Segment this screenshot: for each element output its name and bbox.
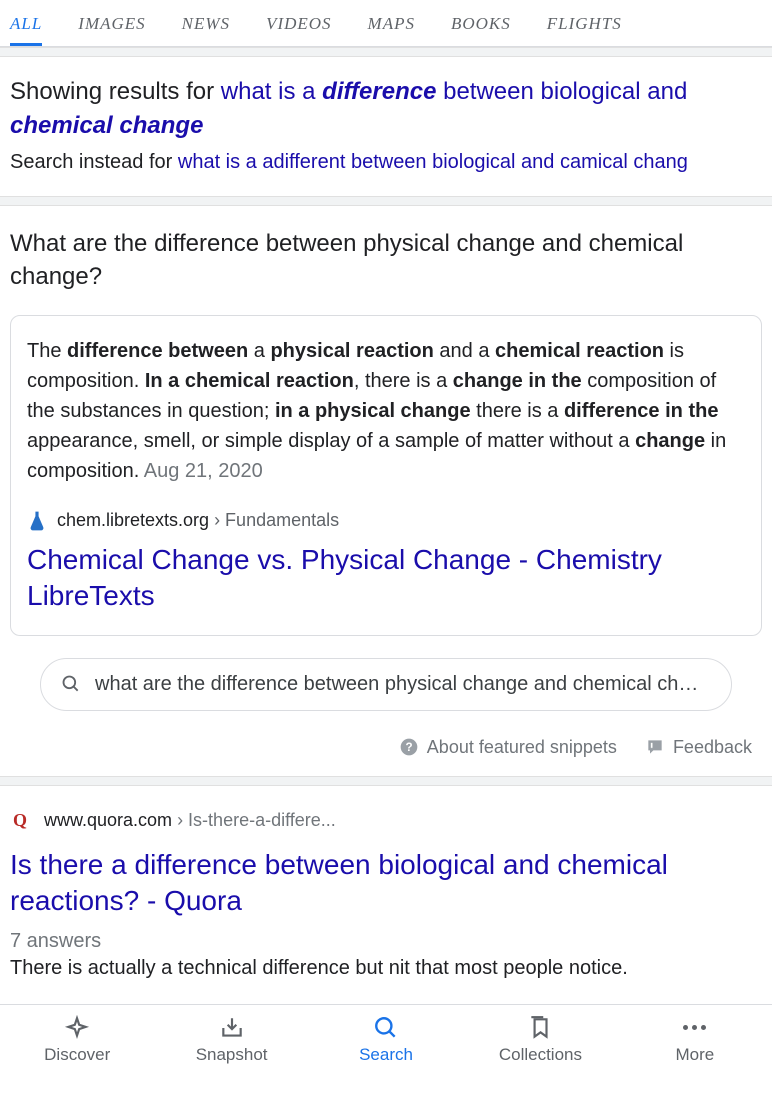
search-result: Q www.quora.com › Is-there-a-differe... … xyxy=(0,786,772,990)
feedback-link[interactable]: Feedback xyxy=(645,737,752,758)
refine-query-text: what are the difference between physical… xyxy=(95,673,698,696)
tab-news[interactable]: NEWS xyxy=(182,0,230,46)
quora-favicon-icon: Q xyxy=(10,810,30,830)
svg-text:?: ? xyxy=(405,741,412,754)
nav-label: More xyxy=(675,1045,714,1065)
result-description: There is actually a technical difference… xyxy=(10,957,762,980)
snippet-footer-links: ? About featured snippets Feedback xyxy=(10,711,762,776)
nav-search[interactable]: Search xyxy=(309,1005,463,1077)
search-tabs: ALL IMAGES NEWS VIDEOS MAPS BOOKS FLIGHT… xyxy=(0,0,772,47)
nav-more[interactable]: More xyxy=(618,1005,772,1077)
snippet-card: The difference between a physical reacti… xyxy=(10,315,762,636)
featured-question: What are the difference between physical… xyxy=(10,228,762,293)
refine-search-pill[interactable]: what are the difference between physical… xyxy=(40,658,732,711)
divider xyxy=(0,47,772,57)
search-icon xyxy=(61,674,81,694)
search-icon xyxy=(373,1015,399,1041)
help-icon: ? xyxy=(399,737,419,757)
spell-correction: Showing results for what is a difference… xyxy=(0,57,772,196)
result-link[interactable]: Is there a difference between biological… xyxy=(10,847,762,920)
snippet-citation: chem.libretexts.org › Fundamentals xyxy=(27,510,745,532)
discover-icon xyxy=(64,1015,90,1041)
nav-label: Discover xyxy=(44,1045,110,1065)
nav-collections[interactable]: Collections xyxy=(463,1005,617,1077)
tab-maps[interactable]: MAPS xyxy=(368,0,415,46)
feedback-icon xyxy=(645,737,665,757)
snippet-text: The difference between a physical reacti… xyxy=(27,336,745,486)
showing-label: Showing results for xyxy=(10,78,221,105)
tab-books[interactable]: BOOKS xyxy=(451,0,511,46)
snapshot-icon xyxy=(219,1015,245,1041)
about-featured-snippets-link[interactable]: ? About featured snippets xyxy=(399,737,617,758)
nav-snapshot[interactable]: Snapshot xyxy=(154,1005,308,1077)
tab-flights[interactable]: FLIGHTS xyxy=(547,0,622,46)
featured-snippet: What are the difference between physical… xyxy=(0,206,772,776)
instead-label: Search instead for xyxy=(10,151,178,173)
nav-label: Snapshot xyxy=(196,1045,268,1065)
corrected-em1: difference xyxy=(322,78,436,105)
featured-result-link[interactable]: Chemical Change vs. Physical Change - Ch… xyxy=(27,542,745,615)
nav-label: Collections xyxy=(499,1045,582,1065)
cite-domain: www.quora.com xyxy=(44,810,172,830)
original-query-link[interactable]: what is a adifferent between biological … xyxy=(178,151,688,173)
result-meta: 7 answers xyxy=(10,930,762,953)
cite-domain: chem.libretexts.org xyxy=(57,510,209,530)
more-icon xyxy=(683,1015,706,1041)
snippet-date: Aug 21, 2020 xyxy=(144,460,263,482)
featured-result-title: Chemical Change vs. Physical Change - Ch… xyxy=(27,542,745,615)
divider xyxy=(0,196,772,206)
tab-images[interactable]: IMAGES xyxy=(78,0,145,46)
divider xyxy=(0,776,772,786)
nav-label: Search xyxy=(359,1045,413,1065)
corrected-em2: chemical change xyxy=(10,112,203,139)
cite-crumb: › Is-there-a-differe... xyxy=(172,810,336,830)
collections-icon xyxy=(527,1015,553,1041)
tab-videos[interactable]: VIDEOS xyxy=(266,0,331,46)
result-title: Is there a difference between biological… xyxy=(10,847,762,920)
bottom-navbar: Discover Snapshot Search Collections Mor… xyxy=(0,1004,772,1077)
corrected-mid: between biological and xyxy=(436,78,687,105)
nav-discover[interactable]: Discover xyxy=(0,1005,154,1077)
result-citation: Q www.quora.com › Is-there-a-differe... xyxy=(10,810,762,831)
corrected-pre: what is a xyxy=(221,78,322,105)
cite-crumb: › Fundamentals xyxy=(209,510,339,530)
libretexts-favicon-icon xyxy=(27,510,47,532)
tab-all[interactable]: ALL xyxy=(10,0,42,46)
